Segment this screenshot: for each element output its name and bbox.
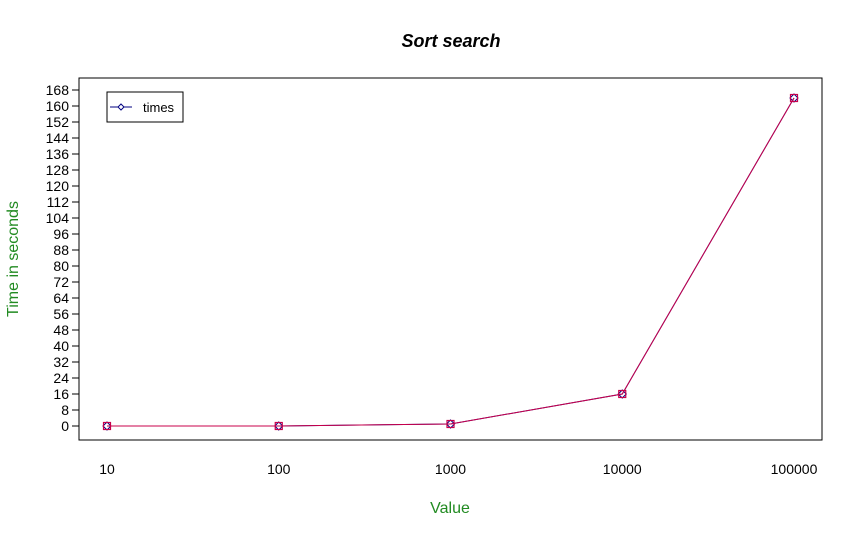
x-tick-label: 10 xyxy=(99,461,115,477)
y-tick-label: 72 xyxy=(53,274,69,290)
series-line-1 xyxy=(107,97,795,427)
square-point xyxy=(789,93,799,103)
square-point xyxy=(102,421,112,431)
y-tick-label: 88 xyxy=(53,242,69,258)
y-tick-label: 40 xyxy=(53,338,69,354)
legend-marker-diamond xyxy=(117,103,125,111)
x-axis: 10 100 1000 10000 100000 xyxy=(99,461,817,477)
y-tick-label: 152 xyxy=(46,114,70,130)
chart-title: Sort search xyxy=(401,31,500,51)
y-axis-label: Time in seconds xyxy=(5,201,22,317)
y-tick-label: 48 xyxy=(53,322,69,338)
y-tick-label: 0 xyxy=(61,418,69,434)
y-tick-label: 168 xyxy=(46,82,70,98)
y-tick-label: 16 xyxy=(53,386,69,402)
x-tick-label: 100 xyxy=(267,461,291,477)
y-tick-label: 144 xyxy=(46,130,70,146)
y-tick-label: 160 xyxy=(46,98,70,114)
y-tick-label: 136 xyxy=(46,146,70,162)
y-tick-label: 120 xyxy=(46,178,70,194)
plot-frame xyxy=(78,77,823,441)
legend-box xyxy=(106,91,184,123)
x-tick-label: 100000 xyxy=(771,461,818,477)
y-axis: 0816243240485664728088961041121201281361… xyxy=(46,82,79,434)
x-axis-label: Value xyxy=(430,500,470,517)
x-tick-label: 1000 xyxy=(435,461,466,477)
y-tick-label: 80 xyxy=(53,258,69,274)
series-line-0 xyxy=(107,97,795,427)
legend: times xyxy=(106,91,184,123)
y-tick-label: 96 xyxy=(53,226,69,242)
y-tick-label: 64 xyxy=(53,290,69,306)
series-layer xyxy=(102,93,799,431)
square-point xyxy=(274,421,283,431)
y-tick-label: 56 xyxy=(53,306,69,322)
y-tick-label: 112 xyxy=(47,194,70,210)
y-tick-label: 104 xyxy=(46,210,70,226)
y-tick-label: 128 xyxy=(46,162,70,178)
y-tick-label: 8 xyxy=(61,402,69,418)
y-tick-label: 24 xyxy=(53,370,69,386)
legend-label-times: times xyxy=(143,100,175,115)
x-tick-label: 10000 xyxy=(603,461,642,477)
square-point xyxy=(446,419,455,429)
y-tick-label: 32 xyxy=(53,354,69,370)
square-point xyxy=(618,389,627,399)
